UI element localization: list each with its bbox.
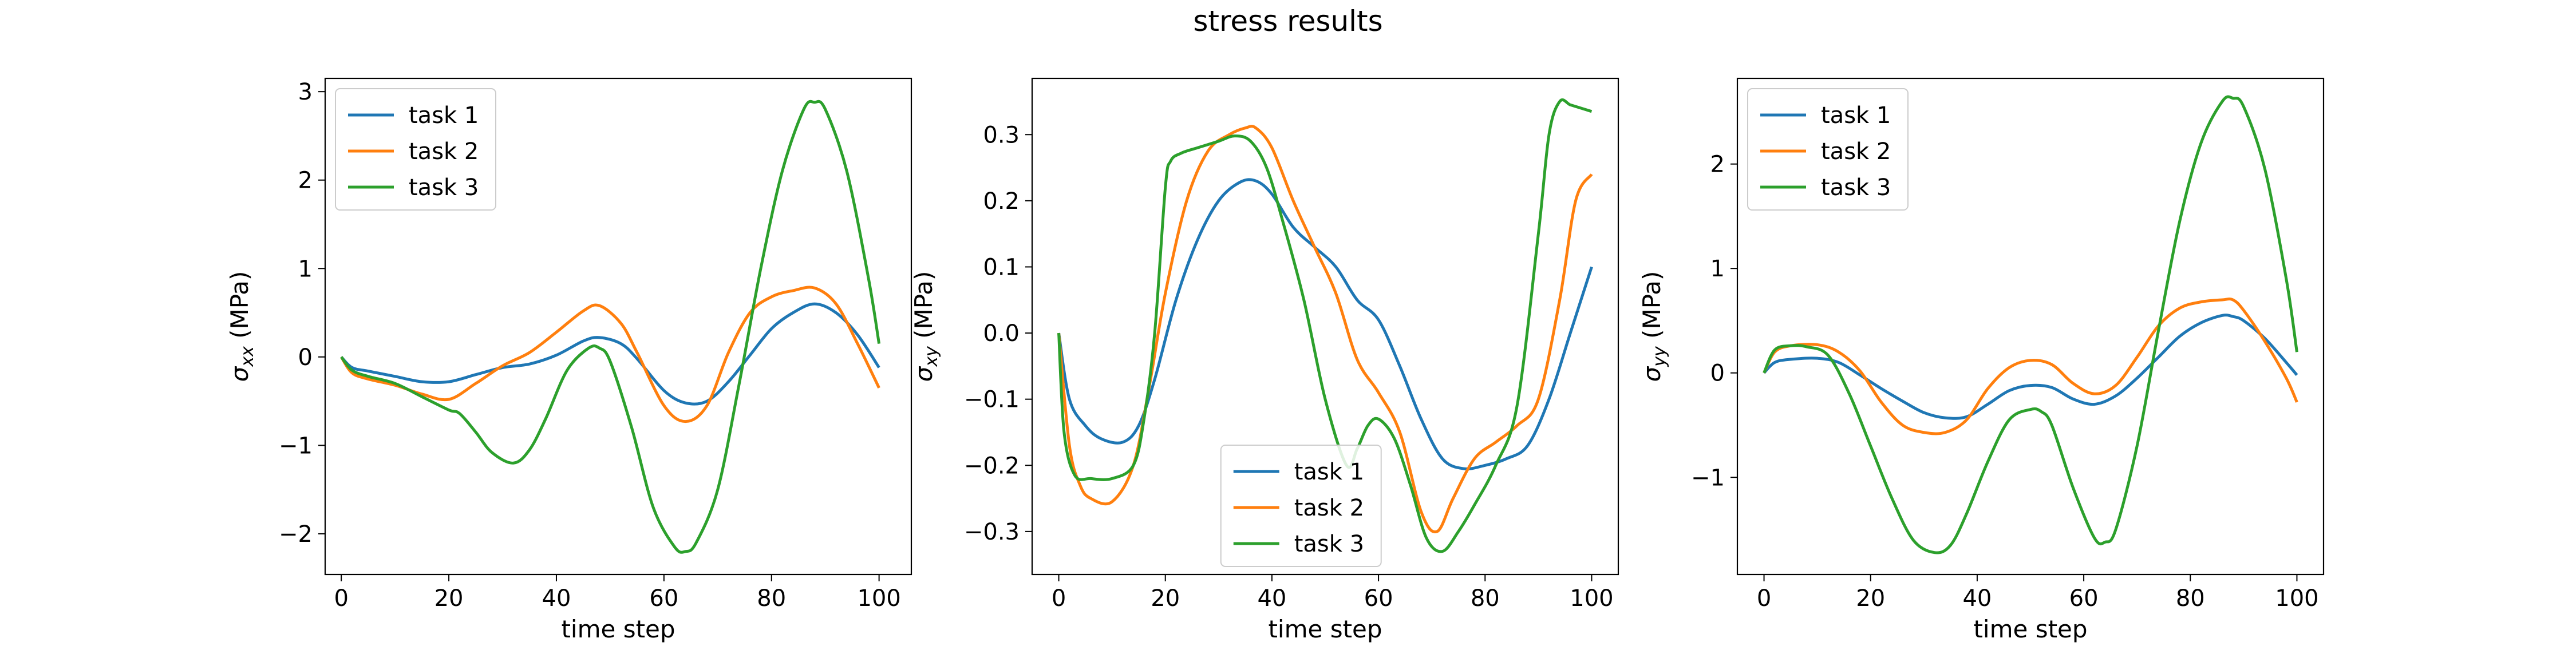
legend-label-task-2: task 2 bbox=[409, 138, 479, 165]
x-tick-label: 40 bbox=[542, 585, 571, 612]
x-tick-label: 0 bbox=[1757, 585, 1771, 612]
y-tick-label: 2 bbox=[1710, 152, 1725, 178]
y-tick-label: −1 bbox=[1691, 465, 1725, 491]
series-line-task-1 bbox=[340, 302, 880, 406]
x-tick-label: 0 bbox=[1052, 585, 1066, 612]
x-tick-label: 100 bbox=[2275, 585, 2318, 612]
x-tick-label: 60 bbox=[649, 585, 678, 612]
x-axis-label: time step bbox=[1973, 615, 2087, 643]
series-line-task-1 bbox=[1763, 314, 2298, 420]
subplot-2: 0 20 40 60 80 100 −0.3 −0.2 −0.1 0.0 0.1 0.2 0.3 time… bbox=[910, 77, 1619, 643]
series-line-task-2 bbox=[340, 286, 880, 423]
legend-label-task-3: task 3 bbox=[1294, 531, 1364, 557]
x-tick-label: 100 bbox=[857, 585, 900, 612]
x-tick-label: 40 bbox=[1962, 585, 1992, 612]
legend-label-task-1: task 1 bbox=[1294, 459, 1364, 485]
figure-title: stress results bbox=[1193, 5, 1383, 38]
x-tick-label: 80 bbox=[2176, 585, 2205, 612]
series-line-task-3 bbox=[340, 100, 881, 554]
y-axis-label: σyy (MPa) bbox=[1638, 271, 1670, 382]
y-tick-label: 0 bbox=[1710, 360, 1725, 387]
x-tick-label: 20 bbox=[1151, 585, 1180, 612]
x-tick-label: 80 bbox=[757, 585, 786, 612]
legend-label-task-1: task 1 bbox=[409, 102, 479, 129]
legend-label-task-3: task 3 bbox=[409, 175, 479, 201]
series-lines bbox=[340, 100, 881, 554]
series-lines bbox=[1057, 98, 1593, 553]
y-tick-label: −0.2 bbox=[964, 453, 1020, 479]
subplot-3: 0 20 40 60 80 100 −1 0 1 2 time step σyy (MPa) task … bbox=[1638, 77, 2325, 643]
legend: task 1 task 2 task 3 bbox=[335, 88, 496, 211]
y-tick-label: 2 bbox=[298, 168, 313, 194]
legend-label-task-2: task 2 bbox=[1821, 138, 1891, 165]
series-line-task-3 bbox=[1057, 98, 1593, 553]
series-line-task-2 bbox=[1763, 297, 2298, 435]
y-tick-label: 3 bbox=[298, 79, 313, 105]
legend-label-task-1: task 1 bbox=[1821, 102, 1891, 129]
y-axis-label: σxx (MPa) bbox=[226, 271, 258, 382]
y-tick-label: −1 bbox=[279, 433, 313, 459]
series-line-task-1 bbox=[1057, 178, 1593, 470]
legend: task 1 task 2 task 3 bbox=[1747, 88, 1909, 211]
y-tick-label: 0.2 bbox=[983, 188, 1020, 215]
x-tick-label: 60 bbox=[1364, 585, 1393, 612]
x-tick-label: 60 bbox=[2069, 585, 2099, 612]
axes-frame bbox=[1031, 77, 1619, 576]
y-tick-label: 1 bbox=[298, 256, 313, 282]
legend: task 1 task 2 task 3 bbox=[1220, 445, 1382, 567]
y-tick-label: 0.1 bbox=[983, 254, 1020, 280]
y-tick-label: −2 bbox=[279, 521, 313, 548]
subplot-1: 0 20 40 60 80 100 −2 −1 0 1 2 3 time step σxx (MPa) ta… bbox=[226, 77, 912, 643]
legend-label-task-3: task 3 bbox=[1821, 175, 1891, 201]
legend-box bbox=[335, 88, 496, 211]
legend-box bbox=[1747, 88, 1909, 211]
axes-frame bbox=[324, 77, 912, 576]
x-tick-label: 20 bbox=[1856, 585, 1885, 612]
y-tick-label: −0.1 bbox=[964, 387, 1020, 413]
series-lines bbox=[1763, 95, 2298, 554]
series-line-task-3 bbox=[1763, 95, 2298, 554]
legend-label-task-2: task 2 bbox=[1294, 495, 1364, 521]
y-tick-label: 0 bbox=[298, 344, 313, 371]
x-axis-label: time step bbox=[1268, 615, 1382, 643]
x-tick-label: 20 bbox=[434, 585, 464, 612]
x-tick-label: 100 bbox=[1570, 585, 1613, 612]
y-tick-label: 0.3 bbox=[983, 122, 1020, 148]
x-tick-label: 40 bbox=[1257, 585, 1286, 612]
x-axis-label: time step bbox=[561, 615, 675, 643]
x-tick-label: 80 bbox=[1471, 585, 1500, 612]
x-tick-label: 0 bbox=[334, 585, 348, 612]
y-axis-label: σxy (MPa) bbox=[910, 271, 942, 382]
axes-frame bbox=[1736, 77, 2325, 576]
legend-box bbox=[1220, 445, 1382, 567]
y-tick-label: −0.3 bbox=[964, 519, 1020, 545]
y-tick-label: 1 bbox=[1710, 256, 1725, 282]
y-tick-label: 0.0 bbox=[983, 320, 1020, 347]
